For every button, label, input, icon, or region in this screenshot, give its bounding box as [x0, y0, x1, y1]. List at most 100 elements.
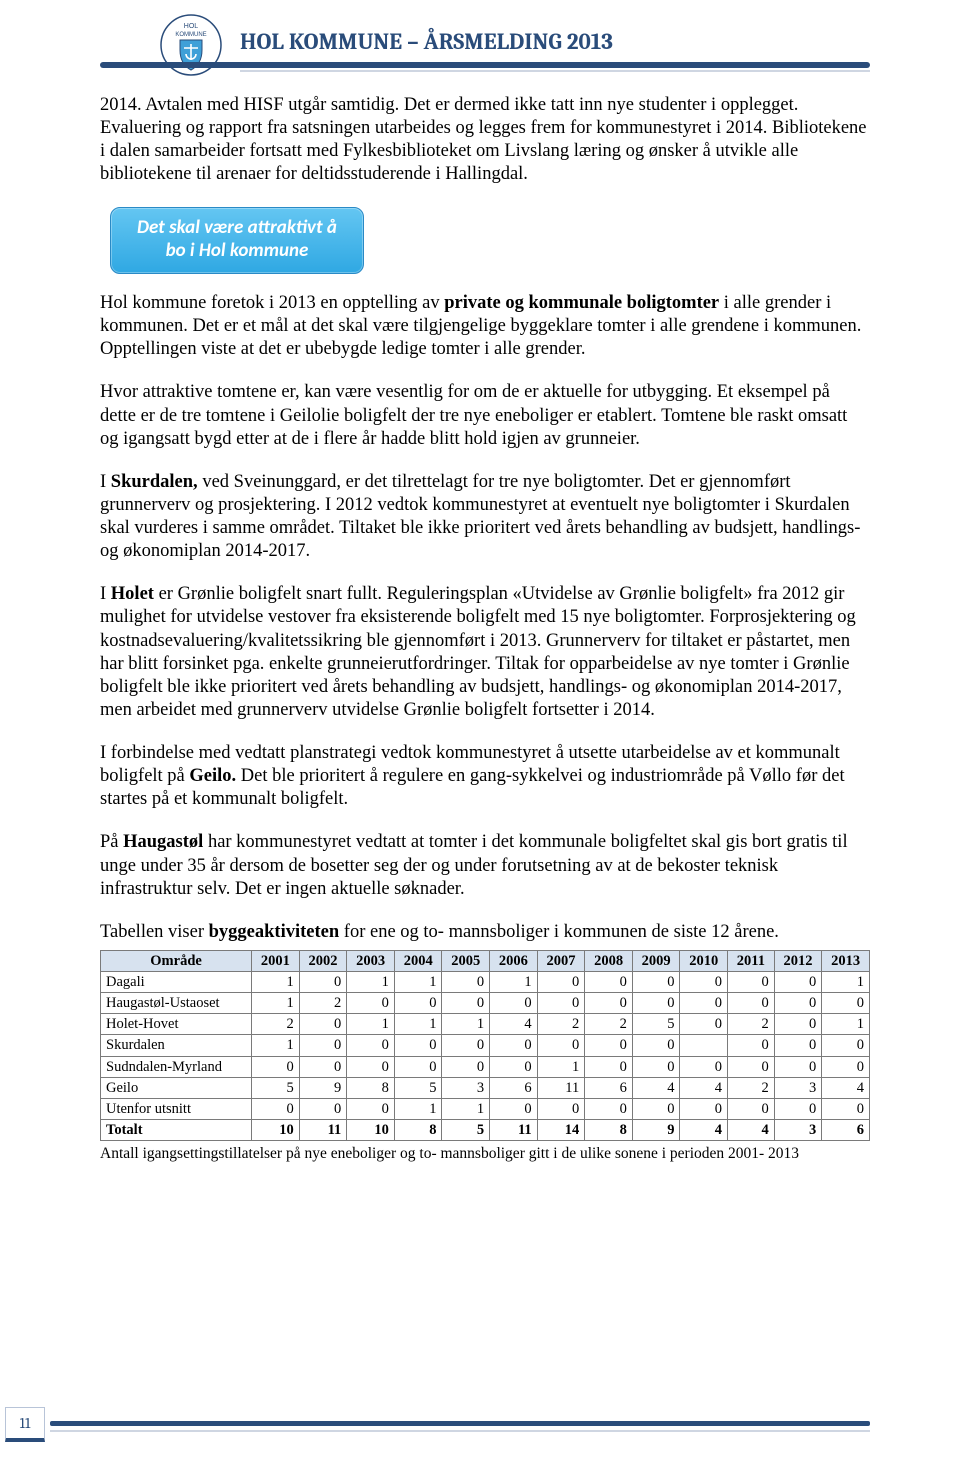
table-intro: Tabellen viser byggeaktiviteten for ene …: [100, 921, 870, 944]
table-cell: 0: [537, 1098, 585, 1119]
callout-line1: Det skal være attraktivt å: [137, 216, 337, 239]
table-cell: 11: [537, 1077, 585, 1098]
table-cell: 0: [680, 1014, 728, 1035]
table-cell: 6: [490, 1077, 538, 1098]
table-cell: 0: [680, 1098, 728, 1119]
table-cell: 2: [728, 1014, 775, 1035]
paragraph: Hol kommune foretok i 2013 en opptelling…: [100, 292, 870, 361]
table-caption: Antall igangsettingstillatelser på nye e…: [100, 1144, 870, 1163]
header-rule: [100, 62, 870, 68]
paragraph: På Haugastøl har kommunestyret vedtatt a…: [100, 831, 870, 900]
table-cell: 8: [347, 1077, 395, 1098]
table-cell: 0: [347, 993, 395, 1014]
table-cell: 0: [680, 993, 728, 1014]
table-cell: 0: [299, 1014, 347, 1035]
paragraph: 2014. Avtalen med HISF utgår samtidig. D…: [100, 94, 870, 187]
table-cell: 0: [632, 993, 680, 1014]
table-cell: 0: [347, 1098, 395, 1119]
table-cell: 0: [490, 993, 538, 1014]
table-header: 2012: [774, 950, 822, 971]
table-cell: 0: [585, 1098, 633, 1119]
table-row: Geilo59853611644234: [101, 1077, 870, 1098]
paragraph: I Holet er Grønlie boligfelt snart fullt…: [100, 583, 870, 722]
table-cell: 0: [728, 993, 775, 1014]
table-row: Holet-Hovet2011142250201: [101, 1014, 870, 1035]
table-cell: 5: [394, 1077, 442, 1098]
table-cell: 0: [680, 972, 728, 993]
table-cell: 0: [442, 1056, 490, 1077]
table-cell: 1: [252, 1035, 300, 1056]
table-cell: 2: [252, 1014, 300, 1035]
table-cell: 0: [822, 993, 870, 1014]
table-cell: 6: [822, 1119, 870, 1140]
building-activity-table: Område2001200220032004200520062007200820…: [100, 950, 870, 1164]
table-cell: 1: [252, 993, 300, 1014]
table-cell: 0: [680, 1056, 728, 1077]
table-row: Skurdalen100000000000: [101, 1035, 870, 1056]
table-cell: 0: [774, 1035, 822, 1056]
footer-rule: [50, 1421, 870, 1426]
table-header: 2006: [490, 950, 538, 971]
table-row: Haugastøl-Ustaoset1200000000000: [101, 993, 870, 1014]
table-cell: 0: [537, 972, 585, 993]
table-cell: 4: [490, 1014, 538, 1035]
table-cell: 0: [442, 972, 490, 993]
table-cell: 2: [585, 1014, 633, 1035]
table-cell: 8: [585, 1119, 633, 1140]
page-number: 11: [5, 1407, 45, 1442]
table-cell: 0: [774, 1014, 822, 1035]
table-cell: 10: [347, 1119, 395, 1140]
table-cell: 1: [537, 1056, 585, 1077]
table-cell: 3: [442, 1077, 490, 1098]
table-cell: 0: [822, 1056, 870, 1077]
body-content: 2014. Avtalen med HISF utgår samtidig. D…: [100, 94, 870, 1163]
row-label: Geilo: [101, 1077, 252, 1098]
table-cell: 1: [442, 1098, 490, 1119]
table-header: 2009: [632, 950, 680, 971]
table-cell: 4: [680, 1077, 728, 1098]
table-cell: 0: [299, 1035, 347, 1056]
callout-line2: bo i Hol kommune: [166, 239, 309, 262]
row-label: Sudndalen-Myrland: [101, 1056, 252, 1077]
table-cell: 0: [490, 1056, 538, 1077]
table-cell: 4: [680, 1119, 728, 1140]
table-cell: 8: [394, 1119, 442, 1140]
table-cell: 1: [442, 1014, 490, 1035]
table-cell: 0: [632, 1056, 680, 1077]
table-cell: 0: [299, 1056, 347, 1077]
table-header: 2005: [442, 950, 490, 971]
table-cell: 0: [632, 972, 680, 993]
table-cell: 0: [394, 993, 442, 1014]
table-cell: 0: [822, 1035, 870, 1056]
table-cell: 0: [490, 1098, 538, 1119]
table-header: 2002: [299, 950, 347, 971]
table-header: Område: [101, 950, 252, 971]
paragraph: I forbindelse med vedtatt planstrategi v…: [100, 742, 870, 811]
table-cell: 0: [822, 1098, 870, 1119]
table-cell: 0: [728, 972, 775, 993]
footer-rule-thin: [50, 1430, 870, 1432]
table-cell: 1: [822, 972, 870, 993]
table-cell: 0: [394, 1035, 442, 1056]
table-cell: 2: [728, 1077, 775, 1098]
table-cell: 0: [347, 1035, 395, 1056]
table-cell: 2: [537, 1014, 585, 1035]
table-cell: 0: [299, 1098, 347, 1119]
table-cell: 1: [394, 972, 442, 993]
table-cell: 0: [728, 1056, 775, 1077]
table-cell: 0: [774, 993, 822, 1014]
table-cell: 0: [632, 1098, 680, 1119]
table-cell: 1: [394, 1014, 442, 1035]
table-total-row: Totalt101110851114894436: [101, 1119, 870, 1140]
row-label: Holet-Hovet: [101, 1014, 252, 1035]
table-cell: 5: [252, 1077, 300, 1098]
table-cell: 10: [252, 1119, 300, 1140]
table-cell: 0: [632, 1035, 680, 1056]
table-cell: 1: [490, 972, 538, 993]
table-cell: 0: [774, 1056, 822, 1077]
table-cell: 0: [774, 972, 822, 993]
table-cell: 1: [347, 1014, 395, 1035]
table-header: 2011: [728, 950, 775, 971]
table-cell: 9: [632, 1119, 680, 1140]
table-cell: 11: [299, 1119, 347, 1140]
